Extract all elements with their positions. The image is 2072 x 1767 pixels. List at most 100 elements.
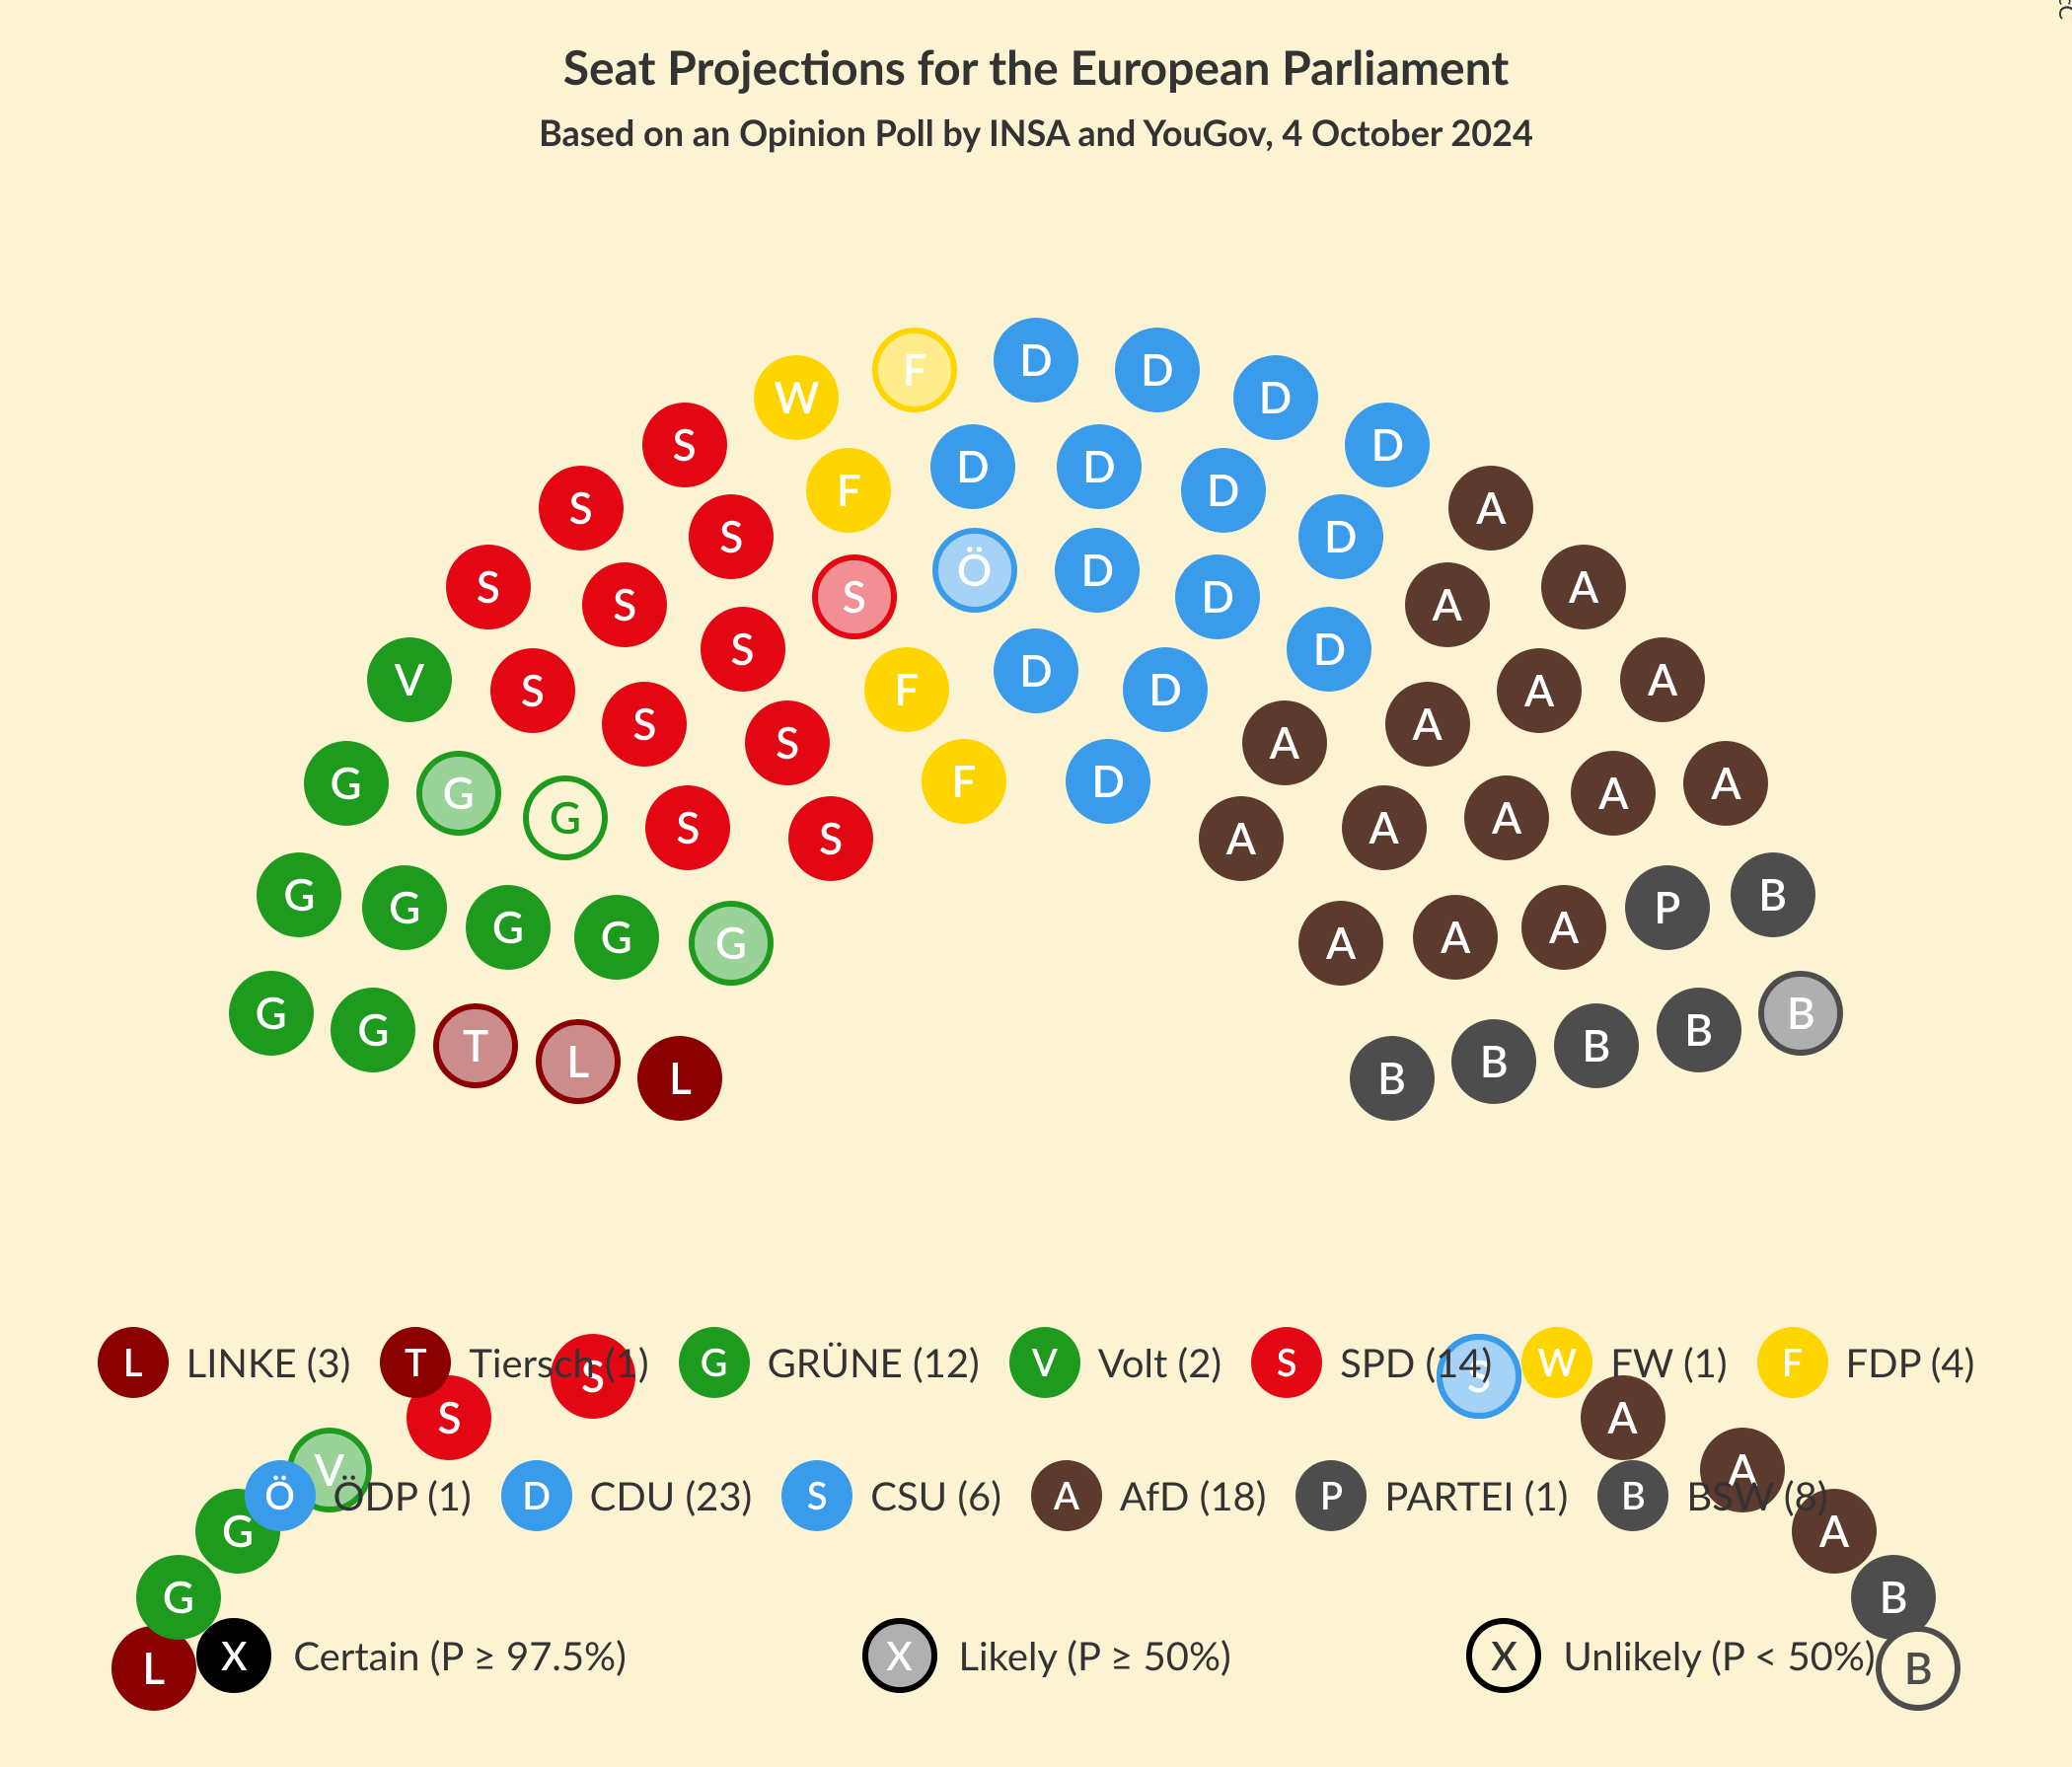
seat-fw: W	[754, 355, 839, 440]
legend-swatch-volt: V	[1009, 1327, 1080, 1398]
prob-label-certain: Certain (P ≥ 97.5%)	[293, 1632, 626, 1679]
seat-oedp: Ö	[932, 528, 1017, 613]
seat-cdu: D	[930, 424, 1015, 509]
seat-afd: A	[1683, 741, 1768, 826]
party-legend-row-2: Ö ÖDP (1) DCDU (23) SCSU (6) AAfD (18) PPARTE…	[0, 1460, 2072, 1531]
seat-cdu: D	[1115, 328, 1200, 412]
prob-label-likely: Likely (P ≥ 50%)	[959, 1632, 1231, 1679]
seat-fdp: F	[872, 328, 957, 412]
seat-linke: L	[637, 1036, 722, 1121]
legend-swatch-spd: S	[1251, 1327, 1322, 1398]
legend-label-bsw: BSW (8)	[1686, 1472, 1827, 1519]
legend-label-linke: LINKE (3)	[186, 1339, 351, 1386]
seat-spd: S	[602, 682, 687, 767]
seat-gruene: G	[689, 901, 774, 986]
legend-item-afd: AAfD (18)	[1031, 1460, 1267, 1531]
legend-label-volt: Volt (2)	[1098, 1339, 1221, 1386]
legend-label-partei: PARTEI (1)	[1384, 1472, 1568, 1519]
legend-swatch-tiersch: T	[380, 1327, 451, 1398]
credit-text: © 2024 Filip van Laenen, chart produced …	[2054, 0, 2072, 20]
seat-spd: S	[446, 545, 531, 629]
seat-gruene: G	[416, 751, 501, 836]
seat-spd: S	[490, 648, 575, 733]
seat-gruene: G	[466, 885, 551, 970]
party-legend-row-1: L LINKE (3) T Tiersch (1) G GRÜNE (12) V Volt (…	[0, 1327, 2072, 1398]
seat-cdu: D	[1055, 528, 1140, 613]
legend-label-oedp: ÖDP (1)	[333, 1472, 472, 1519]
seat-bsw: B	[1451, 1019, 1536, 1104]
legend-item-gruene: G GRÜNE (12)	[679, 1327, 980, 1398]
prob-label-unlikely: Unlikely (P < 50%)	[1563, 1632, 1875, 1679]
legend-item-fdp: FFDP (4)	[1757, 1327, 1975, 1398]
seat-spd: S	[689, 494, 774, 579]
legend-item-tiersch: T Tiersch (1)	[380, 1327, 648, 1398]
seat-cdu: D	[1345, 403, 1430, 487]
legend-label-gruene: GRÜNE (12)	[768, 1339, 980, 1386]
seat-volt: V	[367, 637, 452, 722]
seat-spd: S	[582, 562, 667, 647]
seat-fdp: F	[864, 647, 949, 732]
seat-gruene: G	[362, 865, 447, 950]
seat-cdu: D	[1057, 424, 1142, 509]
seat-bsw: B	[1657, 988, 1741, 1072]
seat-afd: A	[1541, 545, 1626, 629]
prob-swatch-certain: X	[196, 1618, 271, 1693]
legend-item-cdu: DCDU (23)	[501, 1460, 753, 1531]
prob-swatch-likely: X	[862, 1618, 937, 1693]
seat-bsw: B	[1554, 1003, 1639, 1088]
seat-tiersch: T	[433, 1003, 518, 1088]
seat-cdu: D	[1298, 494, 1383, 579]
seat-spd: S	[539, 466, 624, 551]
seat-afd: A	[1571, 751, 1656, 836]
seat-gruene: G	[574, 895, 659, 980]
seat-afd: A	[1448, 466, 1533, 551]
seat-gruene: G	[304, 741, 389, 826]
chart-subtitle: Based on an Opinion Poll by INSA and You…	[0, 110, 2072, 154]
prob-swatch-unlikely: X	[1466, 1618, 1541, 1693]
chart-stage: Seat Projections for the European Parlia…	[0, 0, 2072, 1767]
seat-gruene: G	[331, 988, 415, 1072]
legend-swatch-fw: W	[1521, 1327, 1592, 1398]
legend-item-partei: PPARTEI (1)	[1295, 1460, 1568, 1531]
legend-swatch-linke: L	[98, 1327, 169, 1398]
seat-cdu: D	[1287, 607, 1371, 692]
seat-spd: S	[788, 796, 873, 881]
seat-afd: A	[1497, 648, 1582, 733]
legend-item-csu: SCSU (6)	[781, 1460, 1001, 1531]
seat-afd: A	[1242, 700, 1327, 785]
prob-legend-likely: X Likely (P ≥ 50%)	[862, 1618, 1231, 1693]
seat-spd: S	[812, 554, 897, 639]
prob-legend-unlikely: X Unlikely (P < 50%)	[1466, 1618, 1875, 1693]
seat-bsw: B	[1350, 1036, 1435, 1121]
seat-fdp: F	[922, 739, 1006, 824]
seat-gruene: G	[257, 852, 341, 937]
seat-spd: S	[642, 403, 727, 487]
legend-item-spd: S SPD (14)	[1251, 1327, 1492, 1398]
seat-spd: S	[745, 700, 830, 785]
seat-cdu: D	[1066, 739, 1150, 824]
seat-afd: A	[1464, 775, 1549, 860]
legend-label-tiersch: Tiersch (1)	[469, 1339, 648, 1386]
legend-label-spd: SPD (14)	[1340, 1339, 1492, 1386]
seat-spd: S	[645, 785, 730, 870]
seat-cdu: D	[1181, 448, 1266, 533]
seat-afd: A	[1342, 785, 1427, 870]
seat-bsw: B	[1731, 852, 1815, 937]
prob-legend-certain: X Certain (P ≥ 97.5%)	[196, 1618, 626, 1693]
legend-label-csu: CSU (6)	[870, 1472, 1001, 1519]
seat-partei: P	[1625, 865, 1710, 950]
legend-swatch-afd: A	[1031, 1460, 1102, 1531]
seat-linke: L	[536, 1019, 621, 1104]
legend-item-linke: L LINKE (3)	[98, 1327, 351, 1398]
seat-cdu: D	[994, 318, 1078, 403]
legend-swatch-bsw: B	[1597, 1460, 1668, 1531]
legend-swatch-oedp: Ö	[245, 1460, 316, 1531]
seat-cdu: D	[1123, 647, 1208, 732]
seat-afd: A	[1620, 637, 1705, 722]
seat-afd: A	[1385, 682, 1470, 767]
legend-swatch-gruene: G	[679, 1327, 750, 1398]
seat-afd: A	[1199, 796, 1284, 881]
legend-item-fw: W FW (1)	[1521, 1327, 1727, 1398]
legend-item-oedp: Ö ÖDP (1)	[245, 1460, 472, 1531]
legend-label-fw: FW (1)	[1610, 1339, 1727, 1386]
